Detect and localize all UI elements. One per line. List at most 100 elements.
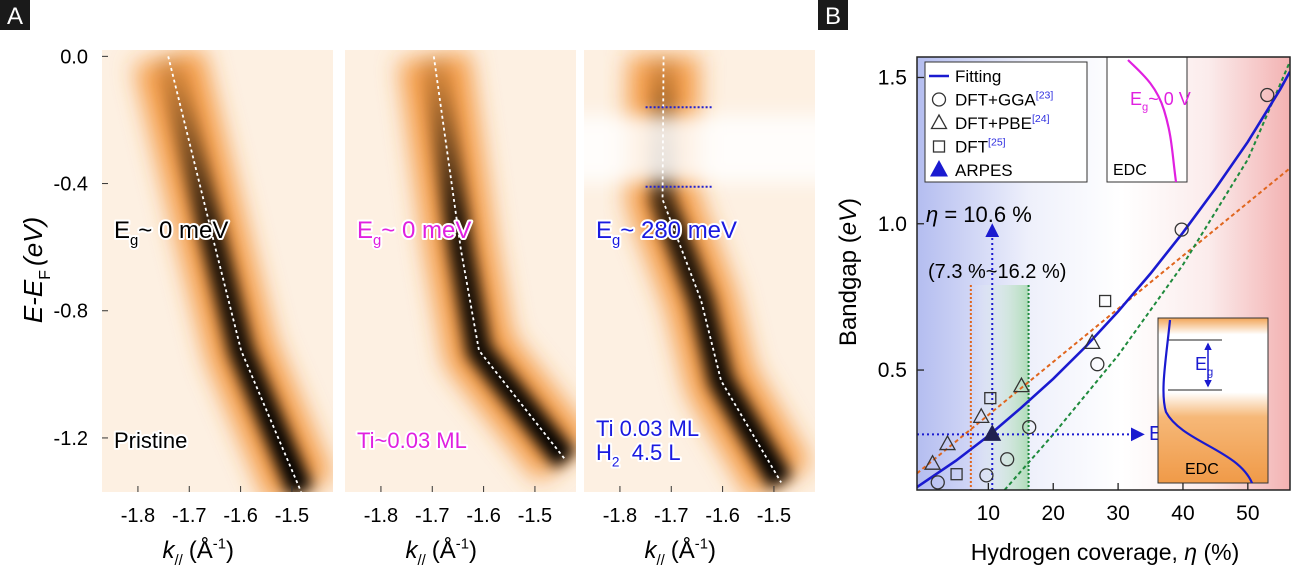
- sample-label: Pristine: [114, 428, 187, 453]
- y-axis-label-part: (eV): [18, 217, 48, 266]
- eta-label: η = 10.6 %: [926, 202, 1032, 227]
- gap-label-part: ~ 0 meV: [381, 217, 471, 244]
- x-axis-label-part: (Å: [189, 536, 213, 564]
- data-point: [983, 424, 1002, 441]
- x-axis-label: k// (Å-1): [406, 536, 478, 569]
- legend-label-part: DFT+GGA: [955, 91, 1036, 110]
- legend-marker: [930, 113, 948, 130]
- x-tick-label: -1.7: [654, 505, 688, 527]
- x-axis-label-part: Hydrogen coverage,: [971, 539, 1185, 565]
- x-tick-label: -1.6: [466, 505, 500, 527]
- legend-label-part: Fitting: [955, 67, 1001, 86]
- gap-label-part: E: [114, 217, 130, 244]
- fit-line: [917, 70, 1290, 489]
- sample-label: Ti 0.03 ML: [596, 416, 699, 441]
- y-tick-label: 1.5: [878, 66, 907, 89]
- x-axis-label-part: (Å: [671, 536, 695, 564]
- y-axis-label-part: eV: [835, 204, 862, 235]
- legend-label: DFT[25]: [955, 137, 1006, 157]
- x-tick-label: -1.7: [415, 505, 449, 527]
- data-point: [1090, 357, 1105, 372]
- dispersion-line: [167, 56, 303, 492]
- legend-label-part: ARPES: [955, 161, 1013, 180]
- x-axis-label-part: k: [406, 537, 420, 564]
- legend-label-part: [24]: [1032, 113, 1050, 125]
- x-axis-label-part: ): [469, 537, 477, 564]
- x-tick-label: -1.5: [518, 505, 552, 527]
- x-axis-label-part: k: [645, 537, 659, 564]
- data-point: [1000, 452, 1015, 467]
- data-point: [1083, 333, 1101, 349]
- x-tick-label: -1.7: [172, 505, 206, 527]
- x-axis-label: k// (Å-1): [645, 536, 717, 569]
- sample-label-part: H: [596, 440, 612, 465]
- y-axis-label-part: Bandgap (: [835, 235, 862, 346]
- gap-label-part: ~ 0 meV: [138, 217, 228, 244]
- legend-label-part: [25]: [988, 137, 1006, 149]
- y-axis-label-part: E-E: [18, 279, 48, 323]
- edc-curve: [1127, 59, 1178, 183]
- y-tick-label: 1.0: [878, 213, 907, 236]
- inset-caption: EDC: [1185, 461, 1219, 478]
- data-point: [1022, 419, 1037, 435]
- data-point: [979, 468, 994, 483]
- sample-label: Ti~0.03 ML: [357, 428, 467, 453]
- gap-label: Eg~ 280 meV: [596, 217, 737, 249]
- gap-label: Eg~ 0 meV: [357, 217, 471, 249]
- data-point: [1260, 87, 1275, 103]
- inset-label-part: g: [1207, 366, 1213, 378]
- data-point: [1174, 222, 1189, 237]
- data-point: [923, 454, 942, 470]
- x-tick-label: -1.8: [121, 505, 155, 527]
- data-point: [950, 468, 963, 481]
- x-axis-label-part: ): [708, 537, 716, 564]
- x-tick-label: -1.6: [705, 505, 739, 527]
- panel-label-box: [0, 0, 30, 30]
- data-point: [984, 391, 997, 405]
- y-tick-label: 0.0: [60, 46, 88, 68]
- arpes-panel: [584, 50, 815, 492]
- sample-label-part: 4.5 L: [619, 440, 680, 465]
- x-tick-label: 40: [1171, 502, 1194, 525]
- x-axis-label-part: -1: [695, 536, 708, 552]
- sample-label-part: Ti 0.03 ML: [596, 416, 699, 441]
- y-tick-label: -1.2: [54, 428, 88, 450]
- x-tick-label: 10: [977, 502, 1000, 525]
- panel-label-box: [818, 0, 848, 30]
- data-point: [938, 434, 957, 451]
- dispersion-line: [661, 56, 782, 483]
- eta-label-part: η: [926, 202, 938, 227]
- legend-label: DFT+GGA[23]: [955, 90, 1053, 110]
- plot-frame: [916, 56, 1291, 491]
- gap-region: [584, 115, 815, 183]
- x-tick-label: -1.6: [223, 505, 257, 527]
- gap-label-part: g: [373, 233, 381, 249]
- legend-label: Fitting: [955, 67, 1001, 86]
- y-axis-label-part: ): [835, 198, 862, 206]
- data-point: [972, 407, 990, 424]
- x-tick-label: -1.5: [275, 505, 309, 527]
- legend-label-part: DFT+PBE: [955, 114, 1032, 133]
- x-axis-label: Hydrogen coverage, η (%): [971, 539, 1239, 565]
- legend-marker: [930, 160, 948, 177]
- data-point: [1098, 294, 1112, 308]
- legend-label: ARPES: [955, 161, 1013, 180]
- inset-label-part: ~ 0 V: [1148, 89, 1191, 109]
- y-tick-label: 0.5: [878, 359, 907, 382]
- x-axis-label-part: ): [226, 537, 234, 564]
- x-tick-label: -1.5: [757, 505, 791, 527]
- x-tick-label: 20: [1042, 502, 1065, 525]
- panel-label: A: [7, 3, 23, 30]
- x-axis-label-part: -1: [456, 536, 469, 552]
- data-point: [1012, 376, 1031, 393]
- data-point: [930, 475, 945, 490]
- legend-marker: [932, 140, 946, 153]
- x-axis-label: k// (Å-1): [163, 536, 235, 569]
- x-axis-label-part: //: [657, 553, 666, 569]
- edc-curve: [1162, 319, 1254, 484]
- inset-label-part: E: [1130, 89, 1142, 109]
- x-tick-label: -1.8: [364, 505, 398, 527]
- x-axis-label-part: -1: [213, 536, 226, 552]
- x-axis-label-part: //: [175, 553, 184, 569]
